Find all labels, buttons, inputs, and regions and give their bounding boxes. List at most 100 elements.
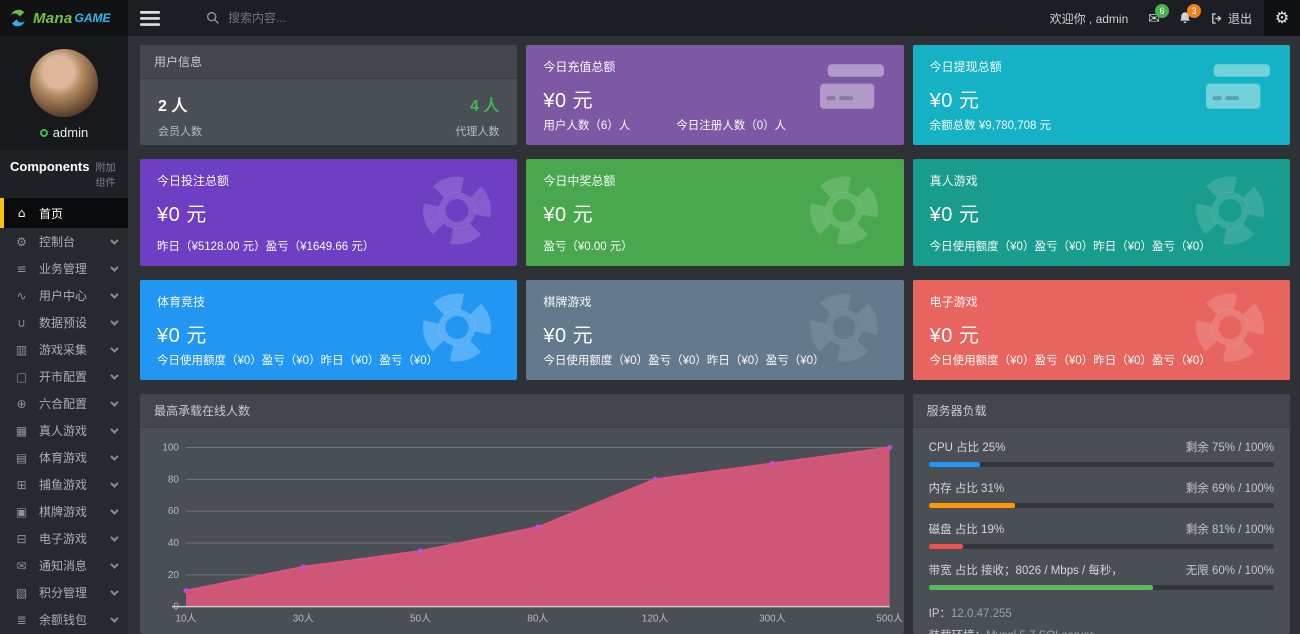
chevron-down-icon — [110, 370, 119, 380]
user-info-title: 用户信息 — [140, 45, 518, 79]
avatar[interactable] — [30, 49, 98, 117]
logout-button[interactable]: 退出 — [1210, 10, 1252, 27]
film-icon: ▥ — [15, 342, 28, 357]
bandwidth-remaining: 无限 60% / 100% — [1185, 565, 1274, 577]
menu-toggle-button[interactable] — [140, 10, 160, 26]
svg-text:20: 20 — [168, 570, 180, 581]
brand-logo[interactable]: Mana GAME — [0, 0, 128, 36]
svg-text:300人: 300人 — [759, 612, 786, 624]
settings-button[interactable]: ⚙ — [1264, 0, 1300, 36]
chevron-down-icon — [110, 262, 119, 272]
welcome-text: 欢迎你 , admin — [1049, 11, 1129, 26]
username: admin — [52, 125, 89, 140]
card-foot-left: 今日使用额度（¥0）盈亏（¥0）昨日（¥0）盈亏（¥0） — [929, 241, 1211, 253]
disk-progress-bar — [928, 544, 1274, 549]
server-row-disk: 磁盘 占比 19% 剩余 81% / 100% — [928, 521, 1274, 549]
sidebar-item-game-collect[interactable]: ▥ 游戏采集 — [0, 336, 128, 363]
sidebar-item-live-games[interactable]: ▦ 真人游戏 — [0, 417, 128, 444]
bandwidth-progress-bar — [928, 585, 1274, 590]
sidebar-item-sports-games[interactable]: ▤ 体育游戏 — [0, 444, 128, 471]
cpu-progress-bar — [928, 462, 1274, 467]
components-header: Components 附加组件 — [0, 150, 128, 198]
card-foot-right: 今日注册人数（0）人 — [676, 120, 787, 132]
search-input[interactable] — [228, 11, 488, 25]
sidebar-item-wallet[interactable]: ≣ 余额钱包 — [0, 606, 128, 633]
sidebar-item-label: 通知消息 — [39, 559, 88, 573]
settings-gear-icon: ⚙ — [1274, 10, 1290, 27]
server-env-line: 装载环境：Mysql 5.7 SQLserver — [929, 625, 1274, 634]
sidebar-item-board-games[interactable]: ▣ 棋牌游戏 — [0, 498, 128, 525]
list-icon: ≡ — [16, 261, 27, 276]
globe-icon: ⊕ — [16, 396, 27, 411]
card-value: ¥0 元 — [929, 325, 980, 347]
disk-label: 磁盘 占比 19% — [928, 524, 1005, 536]
sidebar-item-label: 真人游戏 — [39, 424, 88, 438]
sidebar-item-home[interactable]: ⌂ 首页 — [0, 198, 128, 228]
svg-text:10人: 10人 — [175, 612, 196, 624]
sidebar-item-label: 六合配置 — [39, 397, 88, 411]
sidebar-item-label: 首页 — [39, 206, 64, 221]
window-icon: ⊞ — [16, 477, 27, 492]
image-icon: ▧ — [15, 585, 28, 600]
components-title: Components — [10, 159, 90, 174]
area-chart: 02040608010010人30人50人80人120人300人500人 — [140, 428, 904, 634]
gear-icon: ⚙ — [16, 234, 27, 249]
sidebar-item-label: 棋牌游戏 — [39, 505, 88, 519]
board-games-card: 棋牌游戏 ¥0 元 今日使用额度（¥0）盈亏（¥0）昨日（¥0）盈亏（¥0） — [526, 280, 904, 380]
server-load-card: 服务器负载 CPU 占比 25% 剩余 75% / 100% 内存 占比 31%… — [912, 394, 1290, 634]
card-foot-left: 今日使用额度（¥0）盈亏（¥0）昨日（¥0）盈亏（¥0） — [157, 355, 439, 367]
card-title: 真人游戏 — [929, 174, 978, 188]
slot-games-card: 电子游戏 ¥0 元 今日使用额度（¥0）盈亏（¥0）昨日（¥0）盈亏（¥0） — [912, 280, 1290, 380]
sidebar-item-data-preset[interactable]: ∪ 数据预设 — [0, 309, 128, 336]
memory-label: 内存 占比 31% — [928, 483, 1005, 495]
calendar-icon: ▣ — [15, 504, 28, 519]
card-foot-left: 余额总数 ¥9,780,708 元 — [929, 120, 1052, 132]
agents-count: 4 人 — [469, 98, 500, 115]
user-info-card: 用户信息 2 人 会员人数 4 人 代理人数 — [140, 45, 518, 145]
notifications-button[interactable]: 3 — [1178, 4, 1201, 25]
card-value: ¥0 元 — [543, 90, 594, 112]
chevron-down-icon — [110, 559, 119, 569]
sidebar-item-fishing-games[interactable]: ⊞ 捕鱼游戏 — [0, 471, 128, 498]
sidebar-item-business[interactable]: ≡ 业务管理 — [0, 255, 128, 282]
sidebar-item-notifications[interactable]: ✉ 通知消息 — [0, 552, 128, 579]
mail-icon: ✉ — [1148, 10, 1160, 26]
sidebar-item-user-center[interactable]: ∿ 用户中心 — [0, 282, 128, 309]
card-foot-left: 盈亏（¥0.00 元） — [543, 241, 633, 253]
chevron-down-icon — [110, 451, 119, 461]
server-ip-line: IP：12.0.47.255 — [928, 608, 1012, 620]
sports-card: 体育竞技 ¥0 元 今日使用额度（¥0）盈亏（¥0）昨日（¥0）盈亏（¥0） — [140, 280, 518, 380]
chevron-down-icon — [110, 505, 119, 515]
sidebar-item-liuhe-config[interactable]: ⊕ 六合配置 — [0, 390, 128, 417]
win-card: 今日中奖总额 ¥0 元 盈亏（¥0.00 元） — [526, 159, 904, 266]
bandwidth-label: 带宽 占比 接收；8026 / Mbps / 每秒， — [928, 565, 1123, 577]
sidebar-item-label: 电子游戏 — [39, 532, 88, 546]
logout-label: 退出 — [1227, 11, 1252, 26]
sidebar-item-label: 用户中心 — [39, 289, 88, 303]
search-icon — [206, 11, 220, 25]
card-title: 体育竞技 — [157, 295, 206, 309]
sidebar-item-label: 积分管理 — [39, 586, 88, 600]
sidebar-item-market-config[interactable]: ▢ 开市配置 — [0, 363, 128, 390]
agents-label: 代理人数 — [455, 126, 500, 138]
bet-card: 今日投注总额 ¥0 元 昨日（¥5128.00 元）盈亏（¥1649.66 元） — [140, 159, 518, 266]
svg-text:80人: 80人 — [527, 612, 548, 624]
sidebar-item-slot-games[interactable]: ⊟ 电子游戏 — [0, 525, 128, 552]
online-status-icon — [39, 128, 48, 137]
members-label: 会员人数 — [158, 126, 202, 138]
live-games-card: 真人游戏 ¥0 元 今日使用额度（¥0）盈亏（¥0）昨日（¥0）盈亏（¥0） — [912, 159, 1290, 266]
svg-text:50人: 50人 — [410, 612, 431, 624]
hamburger-icon — [140, 10, 160, 26]
envelope-icon: ✉ — [16, 558, 27, 573]
card-title: 今日中奖总额 — [543, 174, 616, 188]
server-info: IP：12.0.47.255 装载环境：Mysql 5.7 SQLserver … — [929, 603, 1274, 634]
card-title: 今日投注总额 — [157, 174, 230, 188]
online-users-chart-card: 最高承载在线人数 02040608010010人30人50人80人120人300… — [140, 394, 904, 634]
chevron-down-icon — [110, 424, 119, 434]
chevron-down-icon — [110, 289, 119, 299]
sidebar-item-console[interactable]: ⚙ 控制台 — [0, 228, 128, 255]
sidebar-item-points[interactable]: ▧ 积分管理 — [0, 579, 128, 606]
messages-button[interactable]: ✉ 6 — [1148, 4, 1169, 26]
home-icon: ⌂ — [17, 206, 26, 220]
server-load-title: 服务器负载 — [912, 394, 1290, 428]
